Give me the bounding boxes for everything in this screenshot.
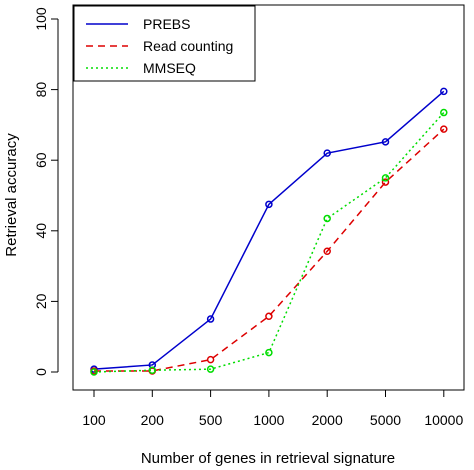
data-point	[323, 214, 331, 223]
y-tick-label: 20	[33, 293, 49, 309]
data-point	[440, 87, 448, 96]
x-tick-label: 100	[82, 412, 106, 428]
y-axis-label: Retrieval accuracy	[3, 133, 20, 257]
legend-label: Read counting	[143, 38, 233, 54]
data-point	[440, 125, 448, 133]
data-point	[381, 174, 390, 182]
y-tick-label: 40	[33, 223, 49, 239]
x-tick-label: 200	[141, 412, 165, 428]
series-prebs	[90, 87, 448, 373]
y-tick-label: 100	[33, 7, 49, 31]
data-point	[381, 138, 390, 146]
y-axis: 0 20 40 60 80 100	[33, 7, 59, 376]
legend-label: PREBS	[143, 16, 190, 32]
data-point	[206, 365, 215, 373]
data-point	[440, 108, 448, 117]
data-point	[206, 315, 215, 323]
series-read-counting	[90, 125, 448, 375]
series-line	[94, 128, 445, 372]
data-point	[206, 355, 215, 364]
series-layer	[90, 87, 448, 376]
legend: PREBS Read counting MMSEQ	[73, 5, 256, 82]
data-point	[381, 178, 390, 186]
legend-box	[73, 5, 256, 82]
y-tick-label: 80	[33, 82, 49, 98]
y-tick-label: 60	[33, 152, 49, 168]
data-point	[323, 149, 331, 157]
x-axis: 100 200 500 1000 2000 5000 10000	[82, 389, 463, 428]
series-mmseq	[90, 108, 448, 376]
data-point	[148, 366, 157, 374]
x-axis-label: Number of genes in retrieval signature	[141, 450, 395, 467]
data-point	[265, 312, 273, 320]
x-tick-label: 2000	[312, 412, 343, 428]
x-tick-label: 5000	[370, 412, 401, 428]
data-point	[323, 247, 331, 256]
legend-label: MMSEQ	[143, 60, 196, 76]
data-point	[265, 200, 273, 209]
x-tick-label: 10000	[424, 412, 463, 428]
x-tick-label: 500	[199, 412, 223, 428]
data-point	[90, 368, 98, 376]
series-line	[93, 112, 445, 373]
x-tick-label: 1000	[253, 412, 284, 428]
data-point	[265, 348, 273, 357]
series-line	[93, 90, 445, 370]
y-tick-label: 0	[33, 368, 49, 376]
